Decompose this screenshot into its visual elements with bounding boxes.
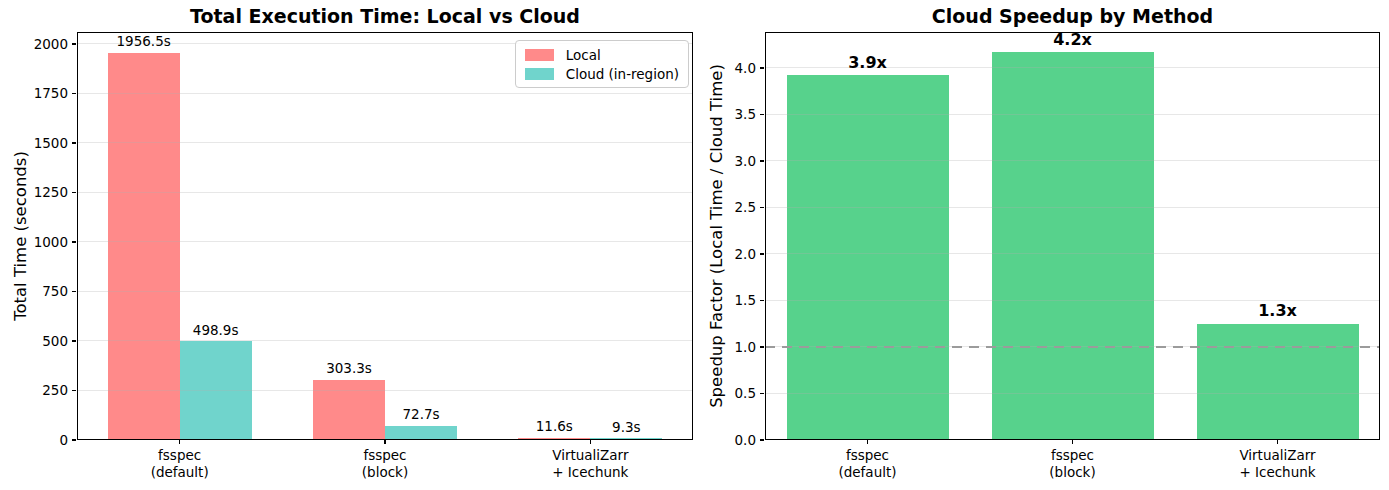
x-tick-mark [179,440,181,444]
gridline [77,241,693,242]
legend-item: Cloud (in-region) [525,64,679,83]
gridline [765,253,1380,254]
y-tick-mark [72,241,76,243]
bar-value-label: 1956.5s [117,34,171,50]
y-tick-mark [72,192,76,194]
bar-local-2 [313,380,385,440]
bar-local-1 [108,53,180,441]
gridline [765,393,1380,394]
left-chart-title: Total Execution Time: Local vs Cloud [77,5,693,27]
x-tick-label: fsspec(block) [362,447,408,481]
y-tick-mark [760,300,764,302]
legend-swatch [525,68,554,80]
x-tick-label: VirtualiZarr+ Icechunk [1239,447,1315,481]
right-plot-area: 3.9xfsspec(default)4.2xfsspec(block)1.3x… [765,32,1380,440]
y-tick-label: 2.5 [735,199,756,215]
x-tick-label: fsspec(default) [151,447,209,481]
left-y-axis-label: Total Time (seconds) [11,151,30,321]
x-tick-mark [1277,440,1279,444]
y-tick-mark [72,439,76,441]
y-tick-mark [72,340,76,342]
gridline [765,114,1380,115]
y-tick-mark [760,439,764,441]
y-tick-mark [72,291,76,293]
gridline [765,207,1380,208]
y-tick-label: 1500 [34,135,68,151]
y-tick-mark [760,67,764,69]
bar-value-label: 3.9x [848,54,887,72]
y-tick-label: 750 [42,283,68,299]
y-tick-mark [72,43,76,45]
x-tick-label: VirtualiZarr+ Icechunk [552,447,628,481]
bar-speedup-2 [992,52,1154,440]
y-tick-mark [72,93,76,95]
bar-value-label: 72.7s [402,407,439,423]
bar-value-label: 1.3x [1258,302,1297,320]
x-tick-mark [384,440,386,444]
y-tick-mark [760,114,764,116]
y-tick-mark [760,160,764,162]
bar-value-label: 303.3s [326,361,372,377]
y-tick-label: 2.0 [735,246,756,262]
y-tick-label: 1250 [34,184,68,200]
gridline [77,291,693,292]
gridline [77,390,693,391]
y-tick-mark [760,346,764,348]
y-tick-mark [760,253,764,255]
gridline [77,192,693,193]
legend-label: Local [566,47,601,63]
bar-local-3 [518,438,590,440]
gridline [77,93,693,94]
x-tick-mark [590,440,592,444]
bar-speedup-1 [787,75,949,440]
right-y-axis-label: Speedup Factor (Local Time / Cloud Time) [707,64,726,408]
gridline [77,340,693,341]
y-tick-mark [72,390,76,392]
left-plot-area: 1956.5s498.9sfsspec(default)303.3s72.7sf… [77,32,693,440]
y-tick-mark [72,142,76,144]
y-tick-mark [760,393,764,395]
y-tick-label: 0.5 [735,385,756,401]
y-tick-label: 500 [42,333,68,349]
y-tick-label: 3.5 [735,106,756,122]
x-tick-label: fsspec(block) [1049,447,1095,481]
y-tick-label: 0 [59,432,68,448]
y-tick-label: 2000 [34,36,68,52]
bar-value-label: 498.9s [193,323,239,339]
legend-label: Cloud (in-region) [566,66,679,82]
bar-cloud-in-region-2 [385,426,457,440]
y-tick-label: 1750 [34,85,68,101]
x-tick-mark [867,440,869,444]
bar-value-label: 9.3s [612,420,641,436]
bar-cloud-in-region-3 [590,438,662,440]
bar-value-label: 11.6s [536,419,573,435]
y-tick-label: 3.0 [735,153,756,169]
x-tick-label: fsspec(default) [838,447,896,481]
figure: Total Execution Time: Local vs Cloud Clo… [0,0,1389,490]
legend: Local Cloud (in-region) [515,40,689,88]
legend-swatch [525,49,554,61]
x-tick-mark [1072,440,1074,444]
reference-line [765,346,1380,348]
legend-item: Local [525,45,679,64]
y-tick-label: 250 [42,382,68,398]
y-tick-label: 1.0 [735,339,756,355]
y-tick-label: 1000 [34,234,68,250]
y-tick-mark [760,207,764,209]
y-tick-label: 0.0 [735,432,756,448]
y-tick-label: 1.5 [735,292,756,308]
gridline [765,160,1380,161]
gridline [77,142,693,143]
bar-speedup-3 [1197,324,1359,440]
bar-value-label: 4.2x [1053,31,1092,49]
right-chart-title: Cloud Speedup by Method [765,5,1380,27]
y-tick-label: 4.0 [735,60,756,76]
